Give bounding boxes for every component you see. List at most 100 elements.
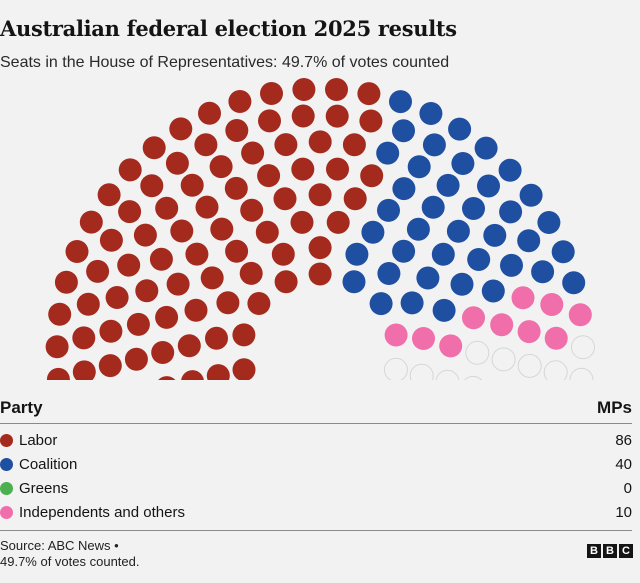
seat-coalition [400,291,424,315]
seat-independents-and-others [490,313,514,337]
seat-coalition [431,242,455,266]
seat-labor [118,158,142,182]
seat-labor [258,109,281,133]
seat-labor [232,358,256,380]
seat-coalition [377,262,401,285]
seat-labor [206,364,230,380]
seat-labor [142,136,166,160]
seat-labor [118,200,142,224]
seat-labor [274,270,298,294]
seat-labor [169,117,193,141]
seat-undeclared [464,375,483,380]
mps-value: 40 [615,455,632,473]
seat-coalition [483,223,507,247]
seat-labor [291,157,315,181]
mps-value: 0 [623,479,632,497]
seat-labor [290,210,314,234]
seat-labor [198,101,221,125]
seat-labor [140,174,164,198]
seat-labor [360,164,384,188]
seat-coalition [498,158,522,182]
seat-labor [158,376,176,380]
chart-title: Australian federal election 2025 results [0,16,457,41]
seat-labor [308,236,332,260]
seat-labor [228,90,252,113]
mps-value: 86 [615,431,632,449]
seat-undeclared [543,360,568,380]
seat-coalition [416,266,440,290]
table-footer-divider [0,530,632,531]
seat-labor [86,259,110,283]
bbc-logo: B B C [587,544,633,558]
seat-labor [326,210,350,234]
seat-labor [232,323,256,347]
bbc-logo-letter: C [619,544,633,558]
seat-labor [170,219,194,243]
seat-coalition [419,102,443,125]
bbc-logo-letter: B [587,544,601,558]
seat-labor [76,292,100,316]
seat-coalition [392,239,416,263]
seat-coalition [477,174,500,198]
seat-labor [216,291,240,315]
source-note: Source: ABC News • 49.7% of votes counte… [0,538,139,570]
seat-coalition [531,260,555,284]
seat-labor [97,183,121,207]
party-label: Independents and others [19,503,185,521]
seat-labor [257,164,281,188]
seat-labor [326,157,349,181]
seat-independents-and-others [544,326,568,350]
seat-labor [195,195,219,219]
seat-labor [72,360,96,380]
coalition-swatch [0,457,13,471]
seat-labor [308,262,332,286]
mps-value: 10 [615,503,632,521]
seat-labor [45,335,69,359]
seat-labor [308,183,332,207]
seat-labor [72,326,96,350]
seat-labor [124,347,148,371]
seat-labor [241,141,265,165]
seat-labor [181,370,204,380]
seat-undeclared [571,335,595,360]
seat-coalition [462,197,485,220]
seat-labor [357,82,381,106]
seat-labor [126,312,150,336]
seat-coalition [421,195,445,219]
source-line-1: Source: ABC News • [0,538,119,553]
seat-coalition [389,90,412,114]
seat-coalition [450,272,474,296]
seat-labor [117,253,141,277]
seat-labor [247,292,271,315]
table-row-labor: Labor 86 [0,428,632,452]
seat-labor [271,242,295,266]
seat-independents-and-others [517,320,541,344]
seat-labor [184,298,208,322]
seat-coalition [376,141,400,165]
seat-labor [155,305,179,329]
party-column-header: Party [0,398,43,417]
seat-labor [48,302,72,326]
seat-labor [225,239,249,263]
seat-labor [177,334,201,358]
seat-labor [99,228,123,252]
seat-coalition [519,183,543,207]
seat-labor [99,319,123,343]
seat-independents-and-others [511,286,535,310]
seat-coalition [369,292,393,316]
seat-coalition [446,219,470,243]
seat-labor [308,130,332,154]
seat-labor [260,82,283,105]
seat-independents-and-others [568,303,592,327]
seat-labor [359,109,383,133]
seat-coalition [392,177,416,201]
table-row-independents: Independents and others 10 [0,500,632,524]
seat-coalition [361,220,385,244]
results-table: Labor 86 Coalition 40 Greens 0 Independe… [0,428,632,524]
seat-labor [274,133,298,157]
seat-labor [65,240,89,263]
seat-labor [292,78,316,101]
seat-coalition [422,133,446,157]
source-line-2: 49.7% of votes counted. [0,554,140,569]
seat-labor [224,176,248,200]
